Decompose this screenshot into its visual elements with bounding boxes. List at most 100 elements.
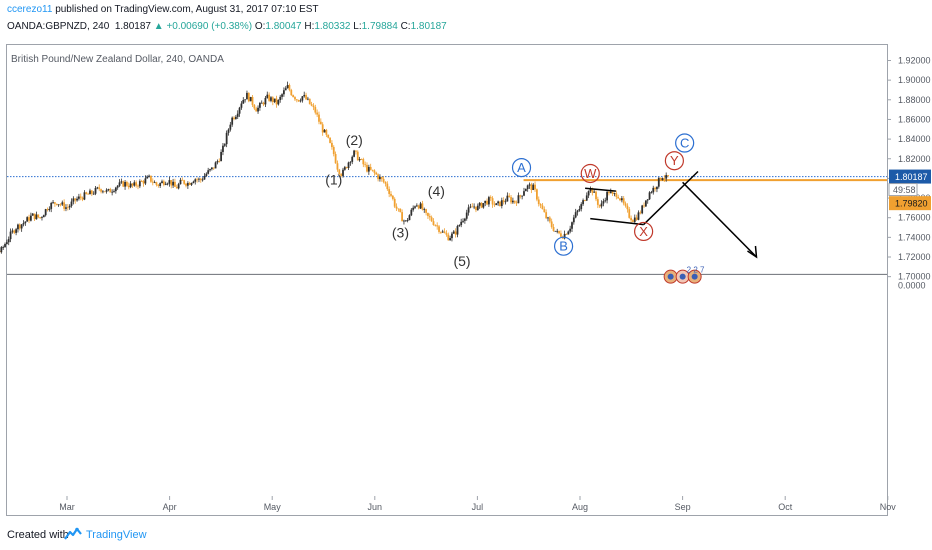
candle-body [589,188,592,192]
candle-body [382,178,385,182]
wave-label: (2) [346,132,363,148]
candle-body [449,238,452,241]
candle-body [116,185,119,188]
axis-price-labels: 1.80187 49:58 1.79820 [888,169,931,211]
tradingview-brand-link[interactable]: TradingView [86,529,147,541]
candle-body [644,200,647,207]
candle-body [266,94,269,98]
candle-body [15,229,18,233]
candle-body [144,178,147,184]
candle-body [170,180,173,186]
candle-body [273,98,276,102]
candle-body [639,212,642,214]
wave-channel-line [643,170,699,226]
wave-label: W [584,166,597,181]
candle-body [0,247,3,253]
wave-label: A [517,160,526,175]
candle-body [380,176,383,179]
candle-body [602,201,605,204]
candle-body [61,202,64,205]
projection-arrow-line [682,181,758,258]
candle-body [604,200,607,202]
candle-body [460,221,463,226]
countdown-tag-text: 49:58 [893,185,916,195]
candle-body [17,224,19,230]
candle-body [451,233,453,239]
candle-body [118,182,121,186]
x-axis[interactable]: Mar Apr May Jun Jul Aug Sep Oct Nov [59,496,896,512]
symbol-label: OANDA:GBPNZD, 240 [7,21,110,32]
candle-body [323,129,326,133]
candle-body [432,221,435,226]
candle-body [55,203,58,205]
candle-body [277,99,280,105]
candle-body [137,185,139,187]
candle-body [434,225,437,226]
y-tick-label: 1.84000 [898,134,931,144]
candle-body [59,204,62,206]
candle-body [327,134,330,138]
candle-body [428,215,431,218]
candle-body [471,206,474,208]
candle-body [441,231,444,233]
y-tick-label: 1.88000 [898,95,931,105]
candle-body [456,226,459,235]
event-flag-dot [691,273,698,280]
candle-body [506,195,509,202]
candle-body [356,151,359,161]
y-tick-label: 1.70000 [898,272,931,282]
candle-body [164,183,167,185]
candle-body [120,181,123,183]
candle-body [650,192,653,194]
candle-body [264,97,267,105]
candle-body [541,205,544,210]
y-tick-label: 1.92000 [898,56,931,66]
candle-body [227,129,230,133]
candle-body [652,187,655,193]
candle-body [558,230,560,234]
candle-body [624,203,627,206]
candle-body [439,231,442,233]
price-chart[interactable]: British Pound/New Zealand Dollar, 240, O… [0,0,932,520]
candle-body [174,181,176,187]
candle-body [39,217,42,219]
candle-body [72,198,75,202]
candle-body [349,161,352,163]
candle-body [543,209,546,213]
candle-body [85,192,88,194]
close-label: C: [400,21,411,32]
candle-body [260,102,263,104]
wave-label: X [639,224,648,239]
candle-body [299,100,302,102]
candle-body [297,99,300,102]
candle-body [480,202,483,208]
candle-body [534,184,536,190]
candle-body [408,215,411,221]
candle-body [502,200,505,202]
candle-body [499,201,501,207]
x-tick-label: Jun [368,502,383,512]
author-link[interactable]: ccerezo11 [7,4,53,15]
candle-body [622,198,625,204]
candle-body [312,105,315,108]
candle-body [591,188,594,193]
candle-body [294,97,296,100]
candle-body [288,85,291,91]
candle-body [92,193,95,195]
candle-body [236,113,239,117]
candle-body [242,100,245,104]
y-tick-label: 1.74000 [898,232,931,242]
event-badges[interactable]: 2 2 7 [663,266,705,284]
candle-body [598,204,601,207]
candle-body [24,221,27,224]
candle-body [567,231,570,235]
candle-body [469,206,472,208]
candle-body [353,150,355,157]
candle-body [37,214,40,218]
candle-body [454,231,457,235]
wave-label-circle [580,163,600,184]
candle-body [578,209,581,211]
candle-body [286,85,289,89]
candle-body [495,203,498,206]
price-levels [7,176,887,182]
